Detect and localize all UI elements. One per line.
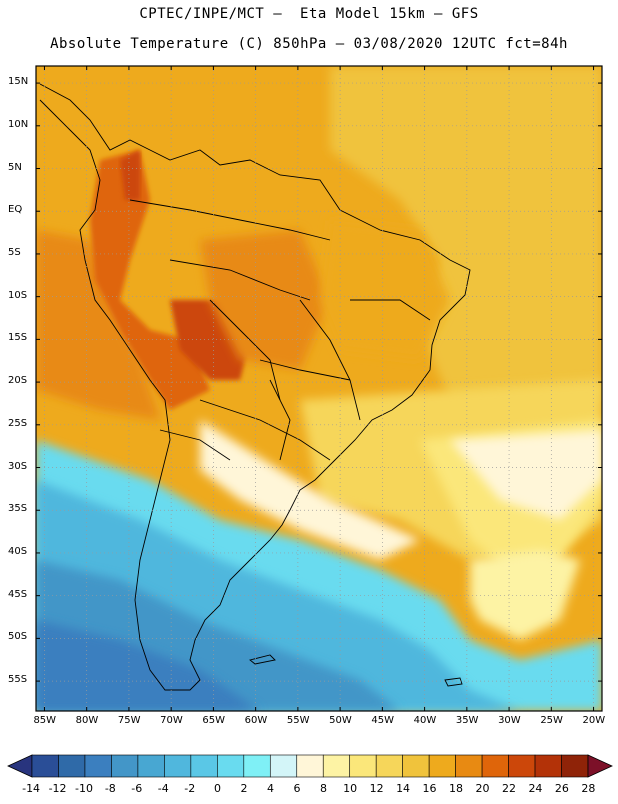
colorbar-swatch — [402, 754, 430, 778]
colorbar-swatch — [58, 754, 86, 778]
map-frame — [35, 65, 603, 712]
colorbar-swatch — [243, 754, 271, 778]
lat-label: EQ — [8, 204, 23, 216]
colorbar-label: 0 — [214, 782, 222, 795]
colorbar-label: 18 — [449, 782, 464, 795]
temperature-field — [36, 66, 602, 711]
colorbar-label: 6 — [293, 782, 301, 795]
colorbar-label: 4 — [266, 782, 274, 795]
lon-label: 65W — [202, 715, 226, 726]
colorbar-label: 24 — [528, 782, 543, 795]
colorbar-label: -6 — [131, 782, 143, 795]
colorbar-under-triangle — [7, 754, 33, 778]
lon-label: 50W — [329, 715, 352, 726]
colorbar-swatch — [137, 754, 165, 778]
colorbar-label: -12 — [48, 782, 67, 795]
lat-label: 20S — [8, 375, 28, 387]
lat-label: 55S — [8, 674, 28, 686]
colorbar — [7, 754, 613, 778]
lat-label: 40S — [8, 545, 28, 557]
lat-label: 10S — [8, 289, 28, 301]
colorbar-label: 16 — [422, 782, 437, 795]
colorbar-swatch — [322, 754, 351, 778]
colorbar-swatch — [31, 754, 59, 778]
colorbar-swatch — [217, 754, 245, 778]
lon-label: 40W — [413, 715, 437, 726]
colorbar-label: 8 — [319, 782, 327, 795]
colorbar-swatch — [534, 754, 562, 778]
lon-label: 35W — [455, 715, 479, 726]
colorbar-swatch — [111, 754, 139, 778]
colorbar-swatch — [84, 754, 112, 778]
lon-label: 25W — [540, 715, 563, 726]
lat-label: 35S — [8, 503, 28, 515]
colorbar-label: 28 — [581, 782, 596, 795]
colorbar-swatch — [349, 754, 377, 778]
colorbar-swatch — [561, 754, 589, 778]
lon-label: 45W — [371, 715, 394, 726]
colorbar-swatch — [190, 754, 218, 778]
colorbar-swatch — [375, 754, 403, 778]
lat-label: 30S — [8, 460, 28, 472]
lon-label: 75W — [117, 715, 141, 726]
colorbar-label: -2 — [184, 782, 196, 795]
colorbar-swatch — [428, 754, 456, 778]
lon-label: 85W — [33, 715, 57, 726]
colorbar-label: 10 — [343, 782, 358, 795]
lat-label: 10N — [8, 118, 29, 130]
colorbar-label: 20 — [475, 782, 490, 795]
lon-label: 55W — [286, 715, 310, 726]
lon-label: 80W — [75, 715, 99, 726]
colorbar-label: -8 — [104, 782, 116, 795]
colorbar-label: -4 — [157, 782, 169, 795]
colorbar-label: 26 — [554, 782, 569, 795]
lon-label: 60W — [244, 715, 268, 726]
map-title-line2: Absolute Temperature (C) 850hPa – 03/08/… — [50, 36, 568, 52]
colorbar-swatch — [269, 754, 298, 778]
lat-label: 45S — [8, 588, 28, 600]
lat-label: 50S — [8, 631, 28, 643]
lat-label: 5S — [8, 246, 21, 258]
colorbar-label: -14 — [22, 782, 41, 795]
map-title-line1: CPTEC/INPE/MCT – Eta Model 15km – GFS — [139, 6, 479, 22]
lon-label: 70W — [160, 715, 183, 726]
lat-label: 5N — [8, 161, 22, 173]
colorbar-swatch — [508, 754, 536, 778]
colorbar-swatch — [455, 754, 483, 778]
colorbar-label: 14 — [396, 782, 411, 795]
lat-label: 25S — [8, 417, 28, 429]
lat-label: 15S — [8, 332, 28, 344]
lon-label: 30W — [498, 715, 521, 726]
coastline-borders — [39, 83, 471, 691]
colorbar-label: -10 — [75, 782, 94, 795]
colorbar-label: 2 — [240, 782, 248, 795]
colorbar-label: 22 — [501, 782, 516, 795]
colorbar-swatch — [164, 754, 192, 778]
colorbar-swatch — [481, 754, 509, 778]
lat-label: 15N — [8, 76, 29, 88]
colorbar-swatch — [296, 754, 324, 778]
lon-label: 20W — [582, 715, 606, 726]
colorbar-over-triangle — [587, 754, 613, 778]
colorbar-label: 12 — [369, 782, 384, 795]
